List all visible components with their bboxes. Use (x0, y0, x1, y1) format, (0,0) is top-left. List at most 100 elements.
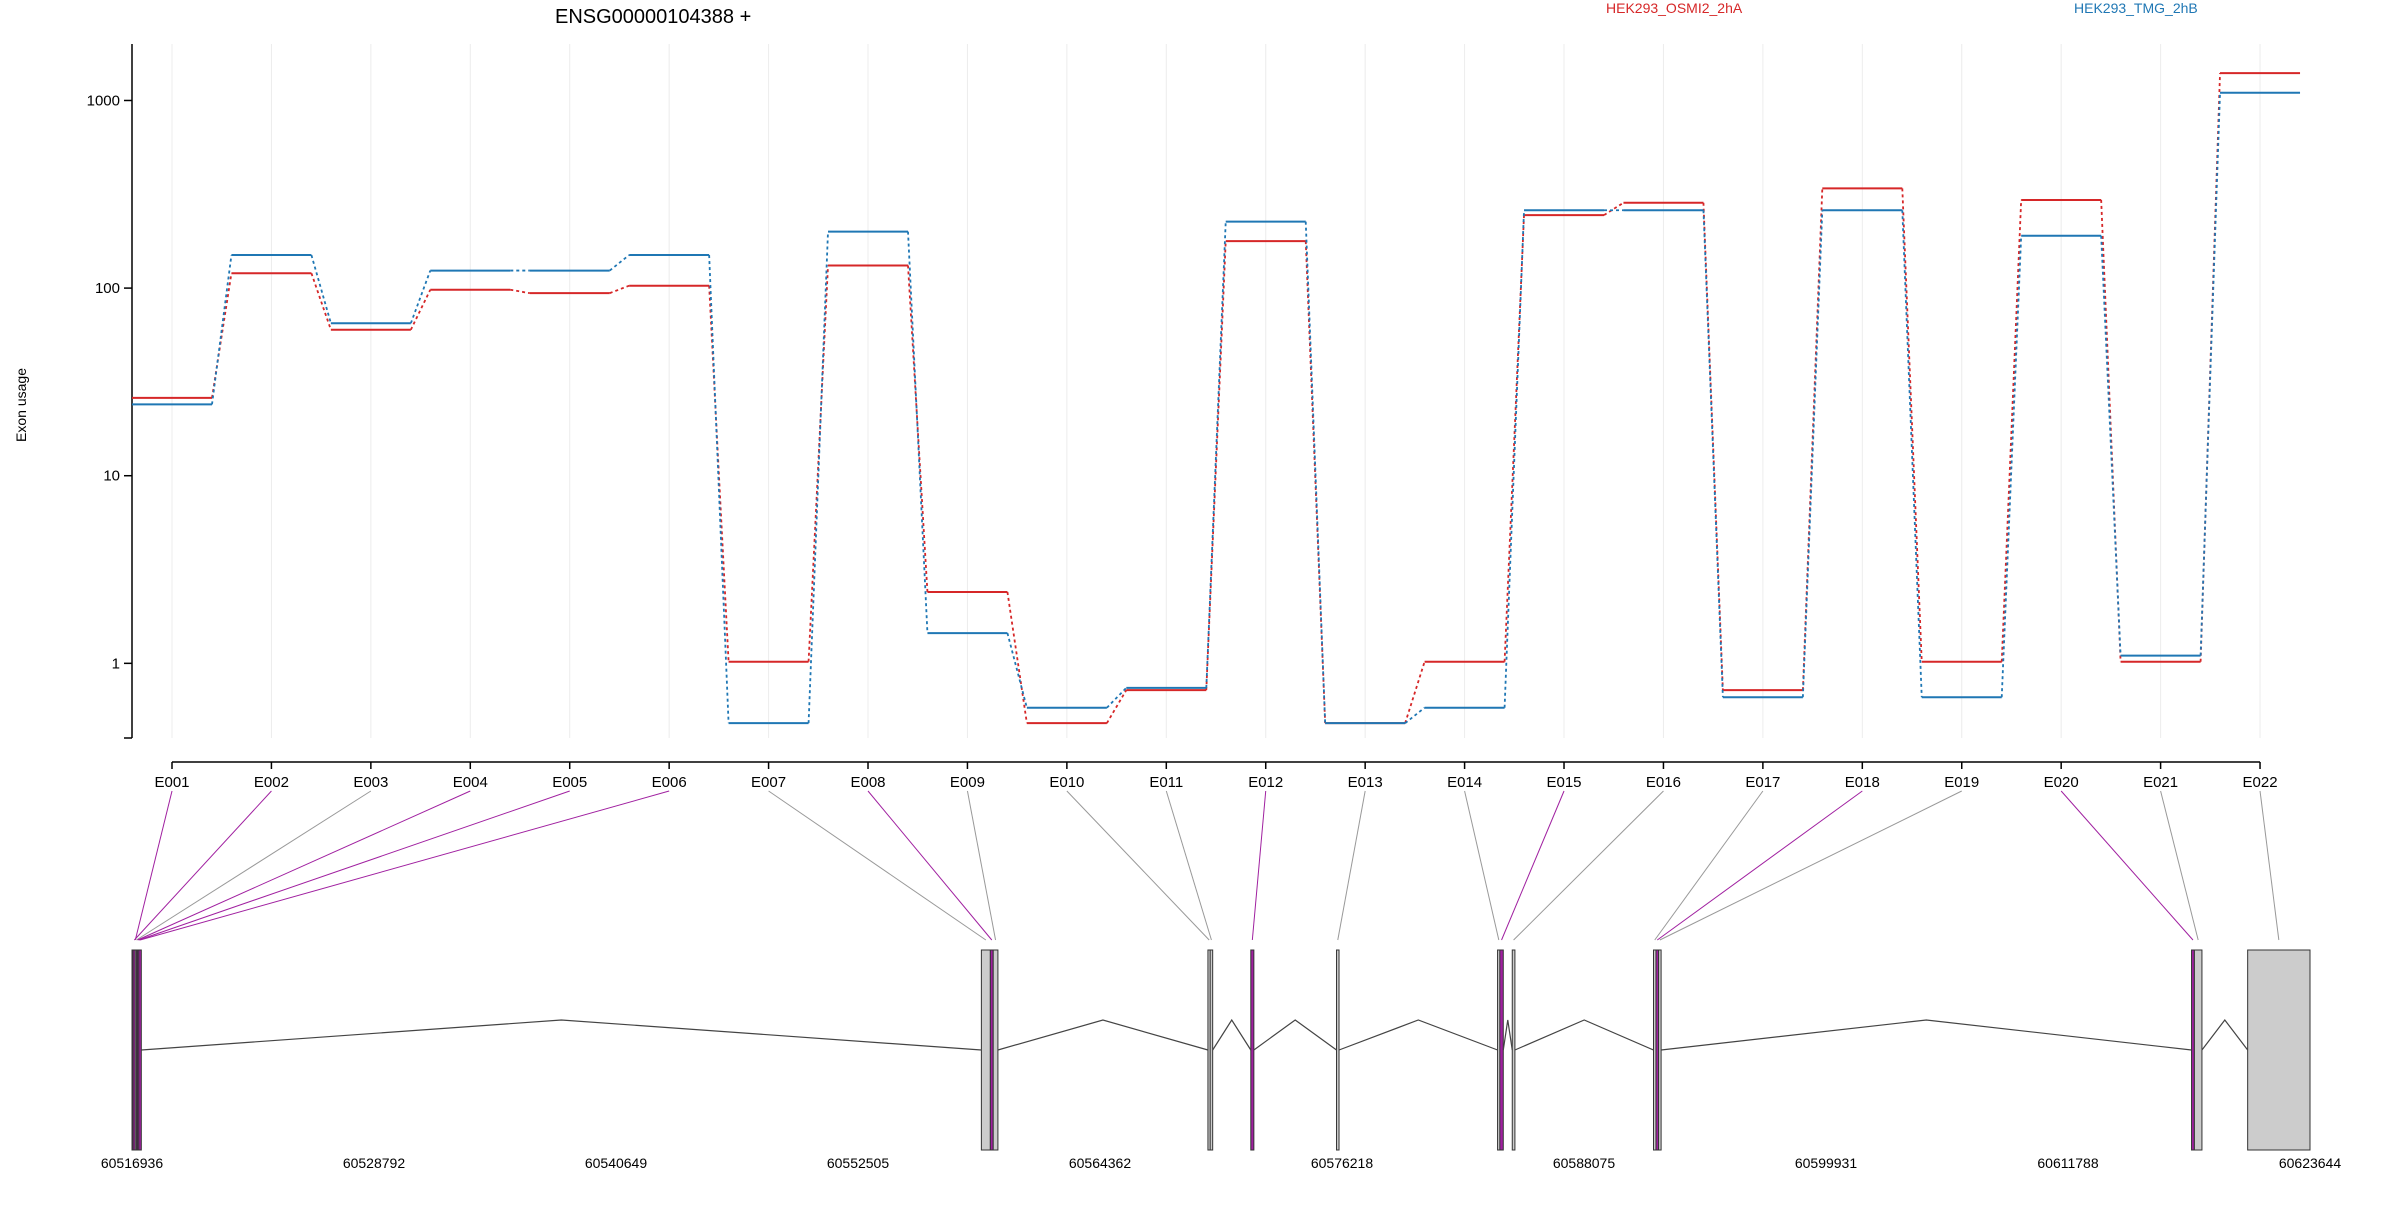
intron-line-7 (1661, 1019, 2192, 1051)
series-tmg-link-e002 (310, 254, 332, 324)
series-tmg-link-e019 (2000, 235, 2023, 698)
x-tick-label-e021: E021 (2143, 774, 2178, 791)
connector-e012 (1251, 790, 1267, 941)
coord-label-60516936: 60516936 (101, 1155, 164, 1171)
series-lines (132, 72, 2301, 725)
legend-entry-tmg: HEK293_TMG_2hB (2074, 0, 2198, 16)
series-tmg-link-e007 (807, 231, 829, 724)
exon-connectors (133, 790, 2280, 941)
y-tick-label-100: 100 (95, 280, 120, 297)
x-tick-label-e004: E004 (453, 774, 488, 791)
coord-label-60611788: 60611788 (2037, 1155, 2098, 1171)
series-tmg-link-e018 (1901, 210, 1923, 698)
x-tick-label-e003: E003 (353, 774, 388, 791)
connector-e020 (2060, 790, 2194, 941)
connector-e010 (1066, 790, 1210, 941)
series-osmi2-link-e015 (1603, 202, 1624, 216)
series-osmi2-link-e005 (609, 284, 630, 294)
coord-label-60623644: 60623644 (2279, 1155, 2342, 1171)
x-tick-label-e017: E017 (1745, 774, 1780, 791)
y-axis-label: Exon usage (13, 368, 29, 442)
x-tick-label-e001: E001 (154, 774, 189, 791)
series-osmi2-link-e003 (410, 289, 432, 331)
connector-e006 (139, 790, 670, 941)
coord-label-60528792: 60528792 (343, 1155, 406, 1171)
x-tick-label-e019: E019 (1944, 774, 1979, 791)
axes: ENSG00000104388 + HEK293_OSMI2_2hA HEK29… (13, 0, 2278, 791)
x-tick-label-e020: E020 (2044, 774, 2079, 791)
connector-e014 (1464, 790, 1500, 941)
x-tick-label-e014: E014 (1447, 774, 1482, 791)
coord-label-60564362: 60564362 (1069, 1155, 1132, 1171)
series-tmg-link-e013 (1404, 707, 1426, 724)
connector-e021 (2160, 790, 2199, 941)
series-osmi2-link-e014 (1503, 215, 1525, 662)
coord-label-60588075: 60588075 (1553, 1155, 1616, 1171)
exon-box-e021 (2193, 949, 2203, 1151)
x-tick-label-e015: E015 (1546, 774, 1581, 791)
x-tick-label-e011: E011 (1149, 774, 1183, 791)
series-tmg-link-e020 (2100, 235, 2122, 656)
coord-label-60576218: 60576218 (1311, 1155, 1374, 1171)
series-tmg-link-e001 (211, 254, 233, 405)
connector-e009 (966, 790, 997, 941)
series-osmi2-link-e019 (2000, 199, 2023, 662)
connector-e002 (133, 790, 272, 941)
intron-line-1 (997, 1019, 1209, 1051)
x-tick-label-e002: E002 (254, 774, 289, 791)
connector-e008 (867, 790, 993, 941)
series-tmg-link-e014 (1503, 210, 1525, 708)
gene-model: 60516936 60528792 60540649 60552505 60564362… (101, 949, 2342, 1171)
x-tick-label-e005: E005 (552, 774, 587, 791)
connector-e019 (1659, 790, 1962, 941)
connector-e016 (1513, 790, 1664, 941)
connector-e015 (1501, 790, 1565, 941)
connector-e003 (136, 790, 372, 941)
exon-box-e022 (2247, 949, 2311, 1151)
x-tick-label-e016: E016 (1646, 774, 1681, 791)
intron-line-2 (1212, 1018, 1252, 1051)
coord-label-60552505: 60552505 (827, 1155, 890, 1171)
connector-e018 (1656, 790, 1863, 941)
series-osmi2-link-e002 (310, 272, 332, 331)
series-tmg-link-e016 (1702, 210, 1724, 698)
exon-box-e007 (980, 949, 991, 1151)
gridlines (171, 44, 2261, 738)
series-osmi2-link-e004 (510, 288, 530, 295)
intron-line-8 (2201, 1019, 2249, 1051)
exon-box-e015 (1499, 949, 1504, 1151)
y-tick-label-10: 10 (103, 468, 120, 485)
x-tick-label-e006: E006 (652, 774, 687, 791)
coord-label-60540649: 60540649 (585, 1155, 648, 1171)
intron-line-0 (141, 1019, 982, 1051)
x-tick-label-e013: E013 (1348, 774, 1383, 791)
series-osmi2-link-e018 (1901, 188, 1923, 662)
connector-e022 (2259, 790, 2280, 941)
chart-title: ENSG00000104388 + (555, 6, 751, 28)
series-tmg-link-e021 (2199, 92, 2221, 656)
connector-e005 (138, 790, 570, 941)
connector-e011 (1165, 790, 1212, 941)
series-osmi2-link-e020 (2100, 199, 2122, 662)
series-tmg-link-e006 (708, 255, 730, 724)
series-tmg-link-e005 (609, 254, 630, 272)
intron-line-4 (1338, 1019, 1498, 1051)
exon-box-e016 (1511, 949, 1516, 1151)
connector-e013 (1337, 790, 1366, 941)
intron-line-3 (1253, 1019, 1337, 1051)
series-osmi2-link-e008 (907, 265, 929, 593)
intron-line-5 (1502, 1019, 1513, 1051)
series-tmg-link-e008 (907, 231, 929, 634)
legend-entry-osmi2: HEK293_OSMI2_2hA (1606, 0, 1743, 16)
x-tick-label-e007: E007 (751, 774, 786, 791)
coord-label-60599931: 60599931 (1795, 1155, 1858, 1171)
exon-box-e009 (992, 949, 999, 1151)
series-tmg-link-e009 (1006, 632, 1028, 708)
exon-box-e012 (1250, 949, 1255, 1151)
series-osmi2-link-e013 (1404, 661, 1426, 724)
x-tick-label-e018: E018 (1845, 774, 1880, 791)
x-tick-label-e022: E022 (2243, 774, 2278, 791)
series-osmi2-link-e009 (1006, 591, 1028, 724)
